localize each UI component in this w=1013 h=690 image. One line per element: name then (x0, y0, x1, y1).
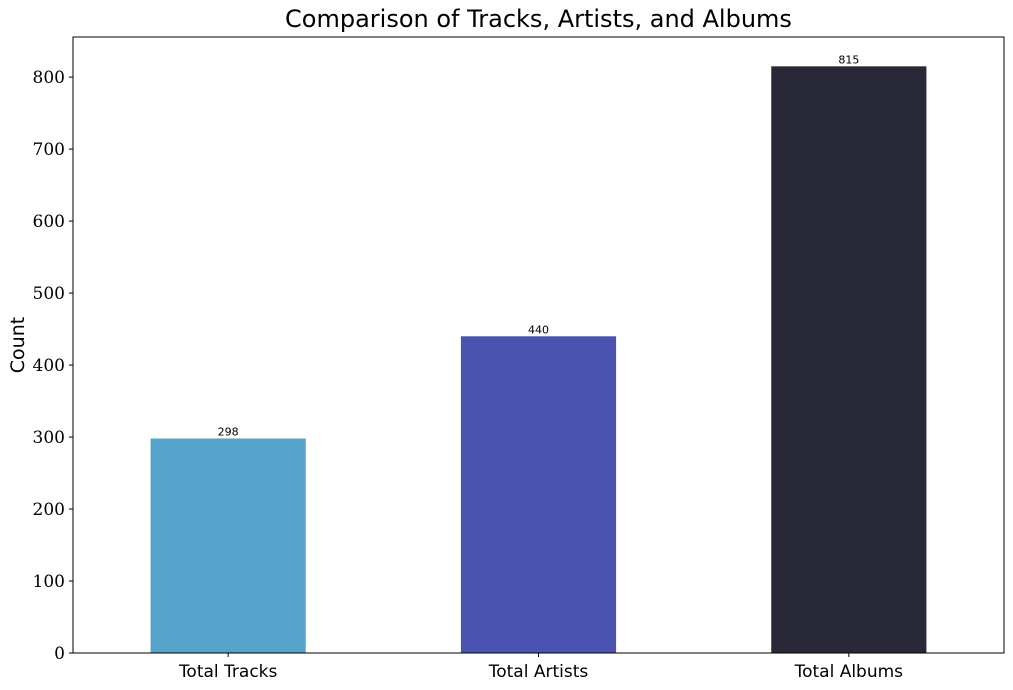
y-tick-label: 0 (54, 644, 65, 664)
bar-total-tracks (150, 438, 306, 653)
bar-total-artists (460, 336, 617, 653)
plot-frame (72, 36, 1005, 654)
x-tick-label: Total Albums (794, 662, 904, 682)
y-tick-label: 600 (33, 212, 65, 232)
y-tick-label: 200 (33, 500, 65, 520)
x-axis-ticks: Total Tracks Total Artists Total Albums (178, 653, 903, 682)
x-tick-label: Total Artists (488, 662, 589, 682)
data-label: 440 (528, 323, 549, 336)
chart-title: Comparison of Tracks, Artists, and Album… (285, 5, 792, 33)
bar-total-albums (771, 66, 927, 654)
y-axis-ticks: 0 100 200 300 400 500 600 700 800 (33, 68, 73, 664)
data-labels-layer: 298 440 815 (218, 53, 860, 438)
y-tick-label: 100 (33, 572, 65, 592)
x-tick-label: Total Tracks (178, 662, 278, 682)
data-label: 298 (218, 425, 239, 438)
y-tick-label: 700 (33, 140, 65, 160)
y-tick-label: 800 (33, 68, 65, 88)
bars-layer (150, 66, 927, 654)
y-tick-label: 300 (33, 428, 65, 448)
data-label: 815 (838, 53, 859, 66)
y-tick-label: 500 (33, 284, 65, 304)
y-tick-label: 400 (33, 356, 65, 376)
